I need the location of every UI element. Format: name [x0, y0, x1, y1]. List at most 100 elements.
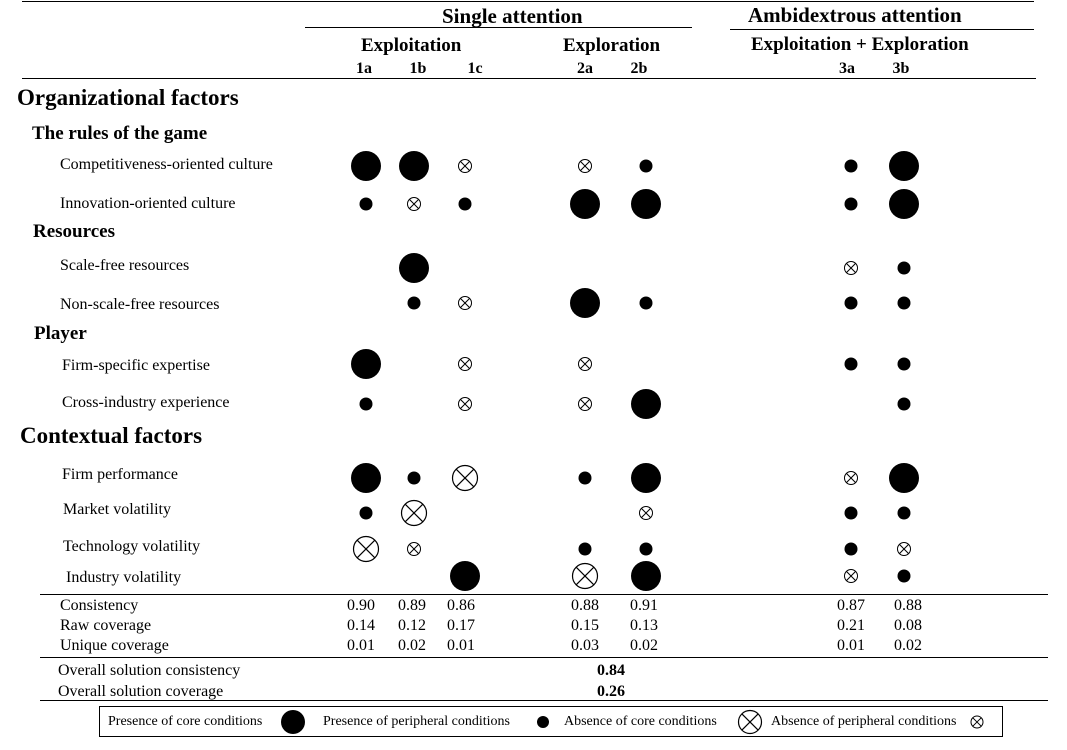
overall-bottom-rule — [40, 700, 1048, 701]
overall-top-rule — [40, 657, 1048, 658]
peripheral-present-symbol — [844, 159, 858, 173]
peripheral-present-symbol — [844, 506, 858, 520]
player-heading: Player — [34, 323, 87, 344]
stat-value: 0.03 — [571, 637, 599, 654]
stat-value: 0.14 — [347, 617, 375, 634]
peripheral-absent-symbol — [458, 357, 472, 371]
stat-value: 0.01 — [837, 637, 865, 654]
peripheral-absent-symbol — [844, 471, 858, 485]
core-present-symbol — [351, 151, 381, 181]
peripheral-present-symbol — [844, 357, 858, 371]
peripheral-absent-symbol — [578, 397, 592, 411]
stat-value: 0.87 — [837, 597, 865, 614]
overall-consistency-value: 0.84 — [597, 662, 625, 679]
header-bottom-rule — [22, 78, 1036, 79]
consistency-label: Consistency — [60, 597, 139, 614]
overall-coverage-label: Overall solution coverage — [58, 683, 224, 700]
peripheral-present-symbol — [639, 159, 653, 173]
legend-peripheral-present-label: Presence of peripheral conditions — [323, 714, 510, 729]
core-present-symbol — [570, 288, 600, 318]
exploitation-exploration-header: Exploitation + Exploration — [751, 34, 969, 55]
legend-core-present-label: Presence of core conditions — [108, 714, 263, 729]
column-id-2b: 2b — [630, 60, 648, 77]
peripheral-present-symbol — [578, 542, 592, 556]
peripheral-absent-symbol — [844, 261, 858, 275]
factor-label: Non-scale-free resources — [60, 296, 220, 313]
factor-label: Technology volatility — [63, 538, 201, 555]
peripheral-present-symbol — [407, 471, 421, 485]
core-absent-symbol — [571, 562, 599, 590]
peripheral-present-symbol — [844, 296, 858, 310]
factor-label: Market volatility — [63, 501, 171, 518]
core-present-symbol — [570, 189, 600, 219]
core-present-symbol — [351, 349, 381, 379]
stat-value: 0.21 — [837, 617, 865, 634]
column-id-1c: 1c — [467, 60, 483, 77]
peripheral-absent-symbol — [407, 542, 421, 556]
stat-value: 0.88 — [894, 597, 922, 614]
core-present-symbol — [399, 253, 429, 283]
stat-value: 0.90 — [347, 597, 375, 614]
peripheral-present-symbol — [897, 357, 911, 371]
core-present-symbol — [889, 151, 919, 181]
contextual-factors-heading: Contextual factors — [20, 423, 203, 448]
legend-core-absent-icon — [737, 709, 763, 735]
organizational-factors-heading: Organizational factors — [17, 85, 239, 110]
factor-label: Industry volatility — [66, 569, 182, 586]
peripheral-absent-symbol — [844, 569, 858, 583]
stat-value: 0.08 — [894, 617, 922, 634]
core-present-symbol — [399, 151, 429, 181]
column-id-3a: 3a — [839, 60, 855, 77]
column-id-3b: 3b — [892, 60, 910, 77]
factor-label: Competitiveness-oriented culture — [60, 156, 273, 173]
peripheral-absent-symbol — [897, 542, 911, 556]
stats-top-rule — [40, 594, 1048, 595]
stat-value: 0.02 — [894, 637, 922, 654]
legend-core-present-icon — [281, 710, 305, 734]
peripheral-present-symbol — [897, 296, 911, 310]
ambidextrous-attention-rule — [730, 29, 1034, 30]
overall-consistency-label: Overall solution consistency — [58, 662, 241, 679]
peripheral-present-symbol — [639, 542, 653, 556]
stat-value: 0.02 — [630, 637, 658, 654]
stat-value: 0.13 — [630, 617, 658, 634]
exploration-header: Exploration — [563, 35, 661, 56]
ambidextrous-attention-header: Ambidextrous attention — [748, 3, 962, 27]
core-present-symbol — [351, 463, 381, 493]
peripheral-absent-symbol — [639, 506, 653, 520]
column-id-2a: 2a — [577, 60, 593, 77]
peripheral-present-symbol — [458, 197, 472, 211]
peripheral-present-symbol — [359, 197, 373, 211]
peripheral-present-symbol — [897, 506, 911, 520]
factor-label: Firm-specific expertise — [62, 357, 210, 374]
column-id-1b: 1b — [409, 60, 427, 77]
peripheral-present-symbol — [639, 296, 653, 310]
single-attention-rule — [305, 27, 692, 28]
stat-value: 0.02 — [398, 637, 426, 654]
single-attention-header: Single attention — [442, 4, 583, 28]
factor-label: Cross-industry experience — [62, 394, 230, 411]
peripheral-absent-symbol — [458, 159, 472, 173]
stat-value: 0.89 — [398, 597, 426, 614]
stat-value: 0.01 — [447, 637, 475, 654]
stat-value: 0.12 — [398, 617, 426, 634]
core-present-symbol — [631, 389, 661, 419]
peripheral-absent-symbol — [407, 197, 421, 211]
legend: Presence of core conditions Presence of … — [99, 706, 1003, 737]
peripheral-present-symbol — [578, 471, 592, 485]
peripheral-present-symbol — [897, 569, 911, 583]
core-absent-symbol — [352, 535, 380, 563]
factor-label: Firm performance — [62, 466, 178, 483]
peripheral-present-symbol — [844, 197, 858, 211]
core-present-symbol — [631, 561, 661, 591]
legend-peripheral-present-icon — [537, 716, 549, 728]
core-present-symbol — [889, 189, 919, 219]
peripheral-present-symbol — [359, 506, 373, 520]
stat-value: 0.15 — [571, 617, 599, 634]
factor-label: Innovation-oriented culture — [60, 195, 236, 212]
core-present-symbol — [631, 463, 661, 493]
core-present-symbol — [631, 189, 661, 219]
peripheral-absent-symbol — [578, 357, 592, 371]
stat-value: 0.88 — [571, 597, 599, 614]
